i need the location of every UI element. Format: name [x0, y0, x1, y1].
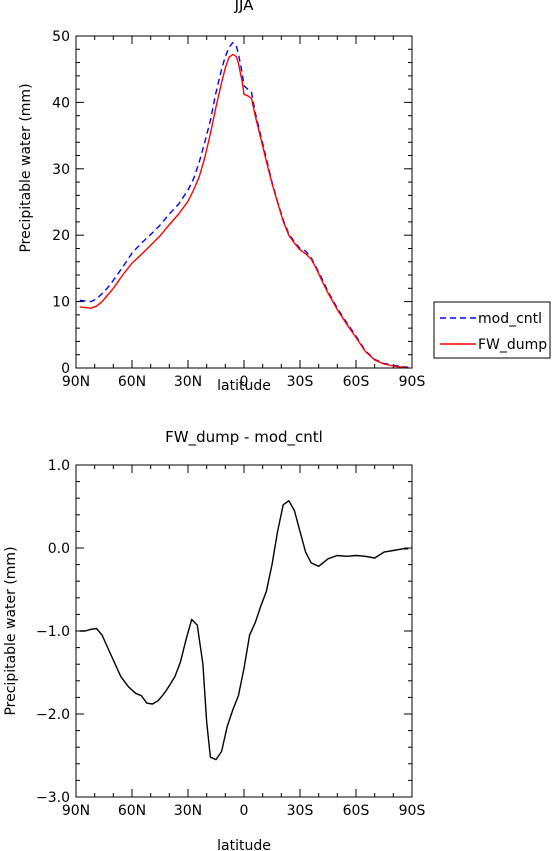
x-tick-label: 30N	[174, 803, 202, 819]
panel-bottom: FW_dump - mod_cntl Precipitable water (m…	[3, 428, 425, 851]
legend-label-mod-cntl: mod_cntl	[478, 311, 542, 327]
bottom-tick-marks	[75, 464, 413, 798]
x-tick-label: 90S	[399, 374, 426, 390]
panel-top: JJA Precipitable water (mm) latitude 0 10…	[18, 0, 425, 394]
bottom-y-tick-labels: −3.0 −2.0 −1.0 0.0 1.0	[36, 458, 70, 806]
series-line-FW-dump	[79, 53, 409, 369]
top-title: JJA	[234, 0, 255, 14]
bottom-plot-frame	[75, 464, 413, 798]
bottom-xlabel: latitude	[217, 838, 271, 851]
series-line-difference	[79, 500, 409, 761]
top-y-tick-labels: 0 10 20 30 40 50	[52, 29, 70, 377]
legend: mod_cntl FW_dump	[433, 301, 551, 359]
x-tick-label: 0	[240, 374, 249, 390]
y-tick-label: 1.0	[48, 458, 70, 474]
bottom-x-tick-labels: 90N 60N 30N 0 30S 60S 90S	[62, 803, 426, 819]
bottom-title: FW_dump - mod_cntl	[165, 428, 323, 447]
x-tick-label: 60S	[343, 374, 370, 390]
top-series	[79, 41, 409, 369]
top-x-tick-labels: 90N 60N 30N 0 30S 60S 90S	[62, 374, 426, 390]
top-ylabel: Precipitable water (mm)	[18, 83, 34, 252]
y-tick-label: 30	[52, 162, 70, 178]
y-tick-label: 20	[52, 228, 70, 244]
x-tick-label: 60N	[118, 803, 146, 819]
legend-label-fw-dump: FW_dump	[478, 337, 547, 353]
y-tick-label: 10	[52, 295, 70, 311]
x-tick-label: 0	[240, 803, 249, 819]
x-tick-label: 60S	[343, 803, 370, 819]
y-tick-label: −3.0	[36, 790, 70, 806]
y-tick-label: −2.0	[36, 707, 70, 723]
x-tick-label: 30S	[287, 374, 314, 390]
bottom-ylabel: Precipitable water (mm)	[3, 546, 19, 715]
x-tick-label: 90N	[62, 803, 90, 819]
x-tick-label: 30S	[287, 803, 314, 819]
y-tick-label: 0	[61, 361, 70, 377]
x-tick-label: 90S	[399, 803, 426, 819]
x-tick-label: 30N	[174, 374, 202, 390]
y-tick-label: 50	[52, 29, 70, 45]
x-tick-label: 60N	[118, 374, 146, 390]
x-tick-label: 90N	[62, 374, 90, 390]
bottom-series	[79, 500, 409, 761]
y-tick-label: −1.0	[36, 624, 70, 640]
top-plot-frame	[75, 35, 413, 369]
y-tick-label: 40	[52, 95, 70, 111]
legend-box	[433, 301, 551, 359]
top-xlabel: latitude	[217, 378, 271, 394]
y-tick-label: 0.0	[48, 541, 70, 557]
